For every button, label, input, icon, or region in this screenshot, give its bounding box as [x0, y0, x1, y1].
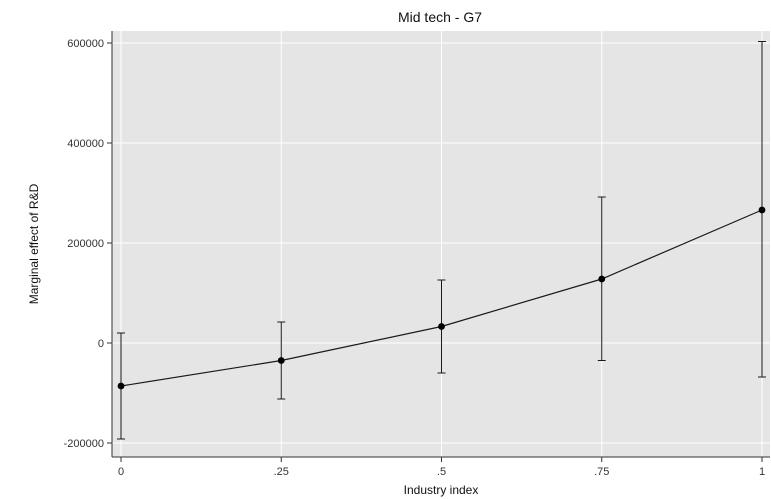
x-tick-label: 0 [118, 466, 124, 478]
x-tick-label: .75 [594, 466, 609, 478]
series [117, 41, 766, 440]
x-axis-title: Industry index [404, 483, 479, 497]
data-point [438, 323, 445, 330]
data-point [277, 357, 285, 364]
x-tick-label: 1 [759, 466, 765, 478]
y-tick-label: 0 [98, 338, 104, 350]
y-axis-title: Marginal effect of R&D [27, 183, 41, 304]
data-point [598, 275, 606, 283]
y-axis: -200000 0 200000 400000 600000 [64, 31, 113, 457]
data-point [117, 382, 125, 390]
y-tick-label: 600000 [67, 38, 104, 50]
y-tick-label: 200000 [67, 238, 104, 250]
y-tick-label: 400000 [67, 138, 104, 150]
x-tick-label: .5 [437, 466, 446, 478]
data-point [758, 206, 766, 214]
x-tick-label: .25 [274, 466, 289, 478]
x-axis: 0 .25 .5 .75 1 [112, 456, 770, 478]
y-tick-label: -200000 [64, 438, 104, 450]
chart-title: Mid tech - G7 [398, 9, 482, 25]
